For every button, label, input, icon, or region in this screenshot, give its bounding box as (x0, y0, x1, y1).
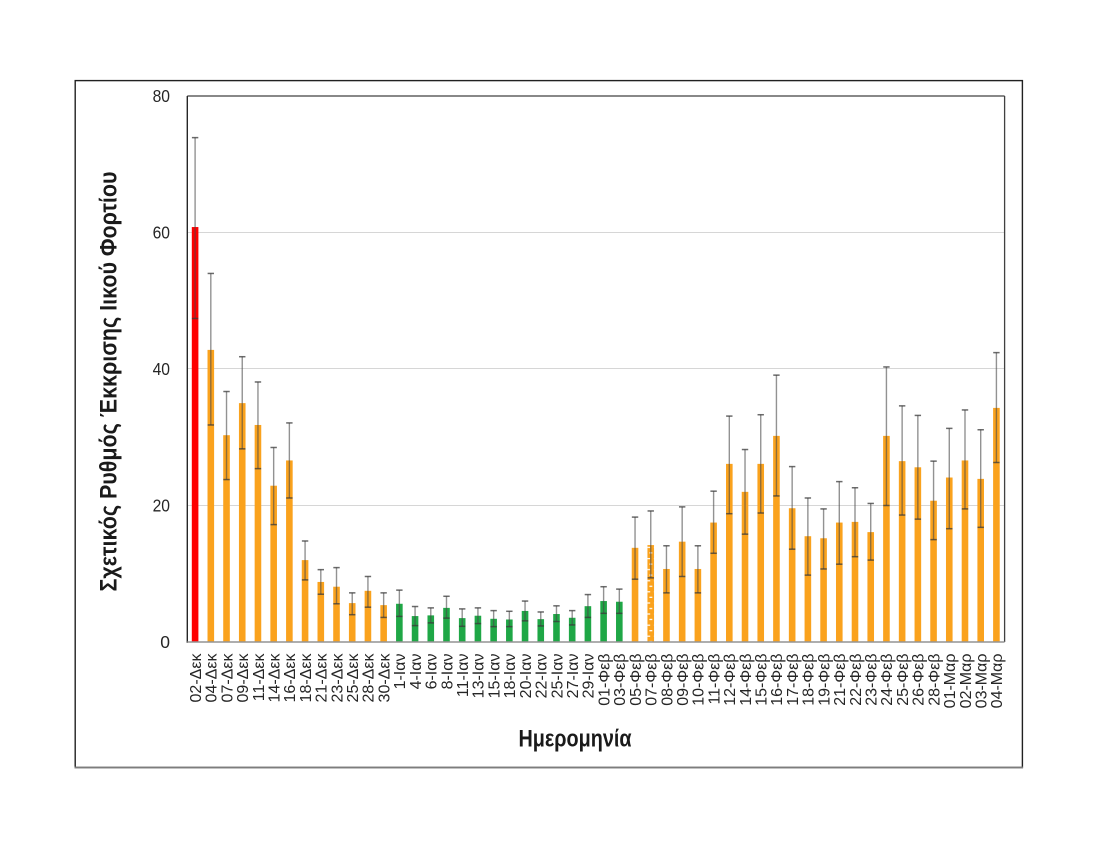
svg-text:11-Δεκ: 11-Δεκ (251, 653, 268, 702)
svg-text:80: 80 (153, 86, 171, 106)
svg-text:01-Μαρ: 01-Μαρ (942, 654, 959, 709)
svg-text:40: 40 (153, 359, 171, 379)
svg-text:17-Φεβ: 17-Φεβ (785, 654, 802, 706)
svg-text:03-Φεβ: 03-Φεβ (612, 654, 629, 706)
svg-text:21-Δεκ: 21-Δεκ (314, 653, 331, 703)
svg-text:1-Ιαν: 1-Ιαν (392, 654, 409, 690)
svg-text:13-Ιαν: 13-Ιαν (471, 654, 488, 699)
svg-text:19-Φεβ: 19-Φεβ (816, 654, 833, 706)
svg-text:15-Ιαν: 15-Ιαν (486, 654, 503, 699)
svg-text:30-Δεκ: 30-Δεκ (376, 653, 393, 703)
svg-text:6-Ιαν: 6-Ιαν (424, 654, 441, 690)
svg-text:28-Φεβ: 28-Φεβ (926, 654, 943, 706)
svg-text:25-Ιαν: 25-Ιαν (549, 654, 566, 699)
svg-text:27-Ιαν: 27-Ιαν (565, 654, 582, 699)
svg-text:11-Ιαν: 11-Ιαν (455, 654, 472, 698)
svg-text:22-Φεβ: 22-Φεβ (848, 654, 865, 706)
svg-text:02-Δεκ: 02-Δεκ (188, 653, 205, 703)
svg-text:29-Ιαν: 29-Ιαν (581, 654, 598, 699)
svg-text:16-Δεκ: 16-Δεκ (282, 653, 299, 703)
svg-text:18-Φεβ: 18-Φεβ (801, 654, 818, 706)
svg-text:09-Φεβ: 09-Φεβ (675, 654, 692, 706)
svg-text:04-Μαρ: 04-Μαρ (989, 653, 1006, 708)
svg-text:22-Ιαν: 22-Ιαν (534, 654, 551, 699)
svg-text:Σχετικός Ρυθμός Έκκρισης Ιικού: Σχετικός Ρυθμός Έκκρισης Ιικού Φορτίου (96, 172, 123, 592)
svg-text:28-Δεκ: 28-Δεκ (361, 653, 378, 703)
svg-text:23-Δεκ: 23-Δεκ (329, 653, 346, 703)
svg-text:21-Φεβ: 21-Φεβ (832, 654, 849, 706)
svg-text:20: 20 (153, 496, 171, 516)
svg-text:04-Δεκ: 04-Δεκ (204, 653, 221, 703)
svg-text:09-Δεκ: 09-Δεκ (235, 653, 252, 703)
svg-text:23-Φεβ: 23-Φεβ (864, 654, 881, 706)
svg-text:03-Μαρ: 03-Μαρ (974, 654, 991, 709)
svg-text:60: 60 (153, 223, 171, 243)
svg-text:25-Δεκ: 25-Δεκ (345, 653, 362, 703)
svg-text:8-Ιαν: 8-Ιαν (439, 654, 456, 690)
svg-text:Ημερομηνία: Ημερομηνία (519, 726, 632, 753)
svg-text:14-Φεβ: 14-Φεβ (738, 654, 755, 706)
svg-text:25-Φεβ: 25-Φεβ (895, 654, 912, 706)
svg-text:20-Ιαν: 20-Ιαν (518, 654, 535, 699)
svg-text:26-Φεβ: 26-Φεβ (911, 654, 928, 706)
svg-text:16-Φεβ: 16-Φεβ (769, 654, 786, 706)
svg-text:07-Δεκ: 07-Δεκ (219, 653, 236, 703)
svg-text:02-Μαρ: 02-Μαρ (958, 654, 975, 709)
svg-text:01-Φεβ: 01-Φεβ (596, 654, 613, 706)
svg-text:15-Φεβ: 15-Φεβ (754, 654, 771, 706)
svg-text:0: 0 (160, 632, 170, 652)
svg-text:4-Ιαν: 4-Ιαν (408, 654, 425, 690)
svg-text:18-Ιαν: 18-Ιαν (502, 654, 519, 699)
svg-text:07-Φεβ: 07-Φεβ (644, 654, 661, 706)
svg-text:10-Φεβ: 10-Φεβ (691, 654, 708, 706)
svg-text:18-Δεκ: 18-Δεκ (298, 653, 315, 703)
svg-text:24-Φεβ: 24-Φεβ (879, 654, 896, 706)
svg-text:05-Φεβ: 05-Φεβ (628, 654, 645, 706)
svg-text:08-Φεβ: 08-Φεβ (659, 654, 676, 706)
svg-text:11-Φεβ: 11-Φεβ (706, 654, 723, 705)
svg-text:12-Φεβ: 12-Φεβ (722, 654, 739, 706)
svg-text:14-Δεκ: 14-Δεκ (266, 653, 283, 703)
